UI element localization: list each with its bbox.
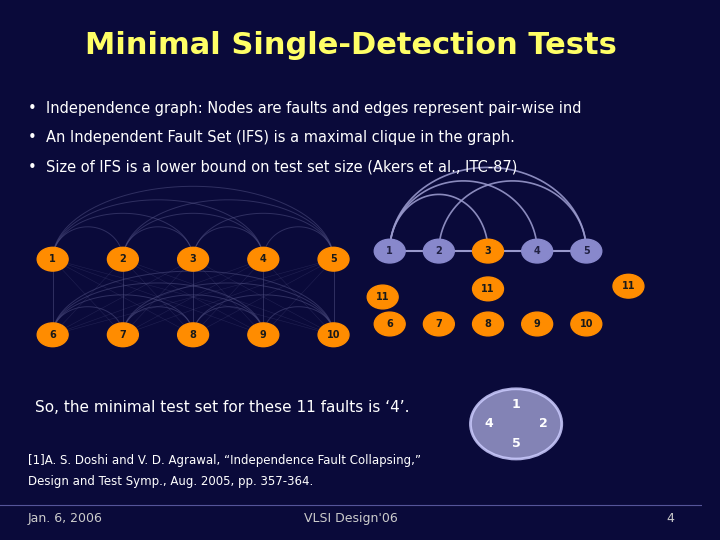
- Circle shape: [178, 323, 209, 347]
- Circle shape: [107, 247, 138, 271]
- Text: •  Size of IFS is a lower bound on test set size (Akers et al., ITC-87): • Size of IFS is a lower bound on test s…: [28, 160, 518, 175]
- Text: 9: 9: [260, 330, 266, 340]
- Text: Jan. 6, 2006: Jan. 6, 2006: [28, 512, 103, 525]
- Text: 10: 10: [327, 330, 341, 340]
- Text: Design and Test Symp., Aug. 2005, pp. 357-364.: Design and Test Symp., Aug. 2005, pp. 35…: [28, 475, 313, 488]
- Text: 2: 2: [120, 254, 126, 264]
- Text: 4: 4: [260, 254, 266, 264]
- Text: 6: 6: [387, 319, 393, 329]
- Text: 5: 5: [330, 254, 337, 264]
- Circle shape: [522, 239, 553, 263]
- Text: 2: 2: [539, 417, 548, 430]
- Circle shape: [248, 323, 279, 347]
- Circle shape: [374, 312, 405, 336]
- Circle shape: [37, 323, 68, 347]
- Text: Minimal Single-Detection Tests: Minimal Single-Detection Tests: [85, 31, 617, 60]
- Text: 10: 10: [580, 319, 593, 329]
- Text: 5: 5: [583, 246, 590, 256]
- Text: 11: 11: [621, 281, 635, 291]
- Text: 1: 1: [49, 254, 56, 264]
- Text: 2: 2: [436, 246, 442, 256]
- Circle shape: [318, 323, 349, 347]
- Text: 5: 5: [512, 437, 521, 450]
- Circle shape: [571, 312, 602, 336]
- Text: 8: 8: [189, 330, 197, 340]
- Circle shape: [248, 247, 279, 271]
- Text: 4: 4: [534, 246, 541, 256]
- Text: 9: 9: [534, 319, 541, 329]
- Circle shape: [571, 239, 602, 263]
- Text: 11: 11: [376, 292, 390, 302]
- Text: So, the minimal test set for these 11 faults is ‘4’.: So, the minimal test set for these 11 fa…: [35, 400, 410, 415]
- Text: 4: 4: [666, 512, 674, 525]
- Text: 6: 6: [49, 330, 56, 340]
- Circle shape: [470, 389, 562, 459]
- Text: 4: 4: [485, 417, 493, 430]
- Text: 3: 3: [190, 254, 197, 264]
- Text: 11: 11: [481, 284, 495, 294]
- Circle shape: [613, 274, 644, 298]
- Text: 8: 8: [485, 319, 492, 329]
- Circle shape: [318, 247, 349, 271]
- Circle shape: [423, 312, 454, 336]
- Text: 1: 1: [387, 246, 393, 256]
- Text: 1: 1: [512, 398, 521, 411]
- Text: •  An Independent Fault Set (IFS) is a maximal clique in the graph.: • An Independent Fault Set (IFS) is a ma…: [28, 130, 515, 145]
- Circle shape: [522, 312, 553, 336]
- Text: 3: 3: [485, 246, 491, 256]
- Text: 7: 7: [120, 330, 126, 340]
- Text: •  Independence graph: Nodes are faults and edges represent pair-wise ind: • Independence graph: Nodes are faults a…: [28, 100, 582, 116]
- Circle shape: [472, 277, 503, 301]
- Circle shape: [472, 312, 503, 336]
- Circle shape: [37, 247, 68, 271]
- Text: 7: 7: [436, 319, 442, 329]
- Circle shape: [367, 285, 398, 309]
- Text: VLSI Design'06: VLSI Design'06: [305, 512, 398, 525]
- Circle shape: [472, 239, 503, 263]
- Circle shape: [107, 323, 138, 347]
- Circle shape: [178, 247, 209, 271]
- Text: [1]A. S. Doshi and V. D. Agrawal, “Independence Fault Collapsing,”: [1]A. S. Doshi and V. D. Agrawal, “Indep…: [28, 454, 425, 467]
- Circle shape: [423, 239, 454, 263]
- Circle shape: [374, 239, 405, 263]
